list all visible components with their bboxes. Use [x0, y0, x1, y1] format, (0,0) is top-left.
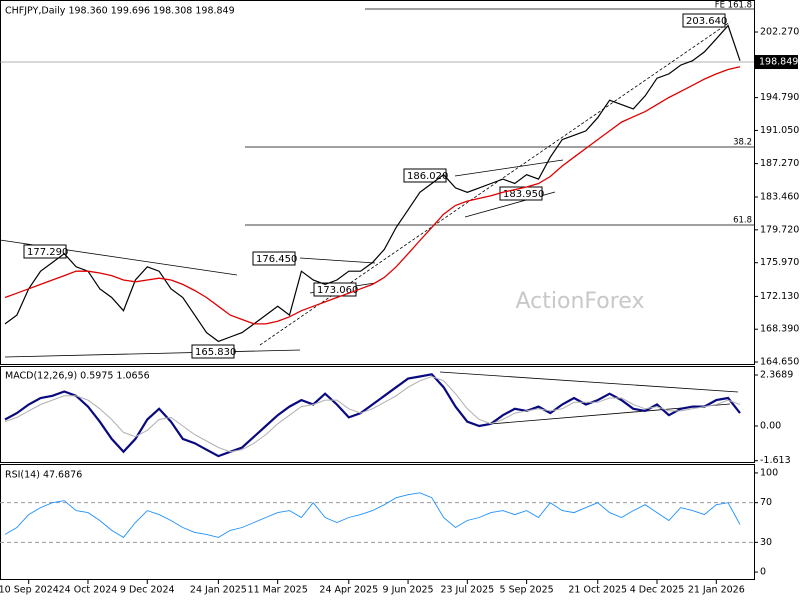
y-tick-label: 0: [760, 567, 766, 578]
annotation: 61.8: [733, 216, 752, 226]
label-box: [191, 344, 235, 359]
annotation: 173.060: [317, 285, 358, 296]
y-tick-label: 0.00: [760, 420, 781, 431]
annotation: 38.2: [733, 138, 752, 148]
y-tick-label: 100: [760, 467, 778, 478]
macd-panel: [0, 366, 755, 463]
x-tick-label: 10 Sep 2024: [0, 585, 59, 596]
y-tick-label: 172.130: [760, 291, 799, 302]
y-tick-label: 183.460: [760, 192, 799, 203]
label-box: [252, 251, 296, 266]
x-tick-label: 24 Jan 2025: [190, 585, 247, 596]
annotation: 177.290: [27, 247, 68, 258]
series-line: [4, 492, 741, 538]
x-tick-label: 4 Dec 2025: [630, 585, 685, 596]
x-tick-label: 11 Mar 2025: [248, 585, 308, 596]
chart-title: CHFJPY,Daily 198.360 199.696 198.308 198…: [5, 6, 235, 17]
x-tick-label: 24 Oct 2024: [59, 585, 118, 596]
x-tick-label: 21 Oct 2025: [568, 585, 627, 596]
annotation: 176.450: [256, 254, 297, 265]
x-tick-label: 21 Jan 2026: [688, 585, 745, 596]
rsi-title: RSI(14) 47.6876: [5, 470, 82, 481]
annotation: 186.020: [407, 171, 448, 182]
y-tick-label: 191.050: [760, 125, 799, 136]
label-box: [23, 244, 67, 259]
y-tick-label: 194.790: [760, 92, 799, 103]
y-tick-label: 70: [760, 497, 772, 508]
watermark: ActionForex: [516, 289, 645, 314]
annotation: FE 161.8: [715, 1, 752, 11]
trendline: [299, 257, 376, 264]
rsi-panel: [0, 464, 755, 580]
frames: [0, 0, 755, 580]
series-line: [4, 24, 741, 343]
y-tick-label: 168.390: [760, 324, 799, 335]
y-tick-label: 2.3689: [760, 369, 793, 380]
trendline: [4, 349, 301, 358]
trendline: [454, 159, 564, 177]
label-box: [403, 168, 447, 183]
x-tick-label: 5 Sep 2025: [500, 585, 554, 596]
y-tick-label: 175.970: [760, 257, 799, 268]
y-tick-label: 187.270: [760, 158, 799, 169]
x-tick-label: 23 Jul 2025: [440, 585, 494, 596]
series-line: [4, 66, 741, 325]
y-tick-label: 202.270: [760, 27, 799, 38]
macd-trendline: [439, 371, 739, 393]
x-tick-label: 9 Dec 2024: [120, 585, 175, 596]
annotation: 183.950: [503, 189, 544, 200]
x-tick-label: 9 Jun 2025: [383, 585, 434, 596]
x-tick-label: 24 Apr 2025: [319, 585, 378, 596]
y-tick-label: 179.720: [760, 224, 799, 235]
last-price-box: [755, 55, 798, 70]
label-box: [682, 13, 726, 28]
annotation: 165.830: [195, 347, 236, 358]
last-price-label: 198.849: [759, 57, 798, 68]
annotation: 203.640: [686, 16, 727, 27]
y-tick-label: -1.613: [760, 455, 791, 466]
macd-title: MACD(12,26,9) 0.5975 1.0656: [5, 371, 150, 382]
price-panel: [0, 0, 755, 365]
y-tick-label: 30: [760, 537, 772, 548]
y-tick-label: 164.650: [760, 357, 799, 368]
label-box: [313, 282, 357, 297]
series-line: [4, 375, 741, 453]
